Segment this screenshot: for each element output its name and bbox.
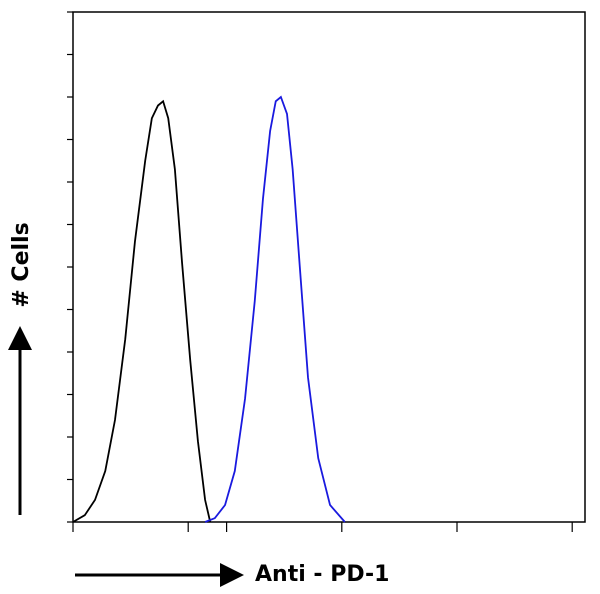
series-line <box>204 95 346 523</box>
x-axis-label: Anti - PD-1 <box>255 562 389 587</box>
y-axis-label: # Cells <box>9 222 34 307</box>
series-line <box>72 99 212 523</box>
plot-frame <box>72 11 586 523</box>
